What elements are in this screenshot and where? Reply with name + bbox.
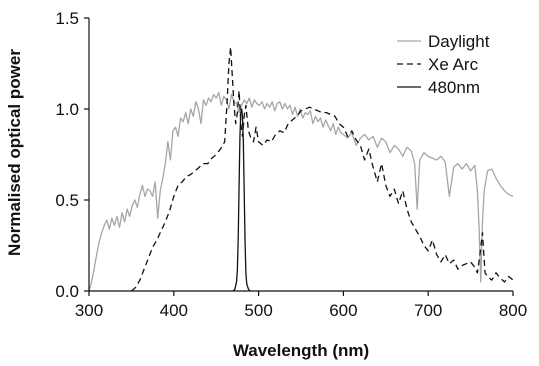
x-axis-ticks: 300 400 500 600 700 800 [75, 291, 527, 320]
x-tick-label: 600 [329, 301, 357, 320]
plot-area [88, 46, 514, 292]
x-tick-label: 500 [244, 301, 272, 320]
x-axis-title: Wavelength (nm) [233, 341, 369, 360]
series-line-xe-arc [130, 46, 514, 292]
x-tick-label: 800 [499, 301, 527, 320]
y-tick-label: 1.0 [55, 100, 79, 119]
legend-label: 480nm [428, 78, 480, 97]
x-tick-label: 400 [160, 301, 188, 320]
legend-label: Xe Arc [428, 55, 479, 74]
y-axis-title: Normalised optical power [5, 49, 24, 256]
y-tick-label: 1.5 [55, 9, 79, 28]
y-axis-ticks: 0.0 0.5 1.0 1.5 [55, 9, 89, 301]
x-tick-label: 700 [414, 301, 442, 320]
series-line-480nm [232, 108, 251, 292]
y-tick-label: 0.0 [55, 282, 79, 301]
series-line-daylight [88, 91, 514, 292]
legend: Daylight Xe Arc 480nm [397, 32, 490, 97]
legend-label: Daylight [428, 32, 490, 51]
y-tick-label: 0.5 [55, 191, 79, 210]
x-tick-label: 300 [75, 301, 103, 320]
